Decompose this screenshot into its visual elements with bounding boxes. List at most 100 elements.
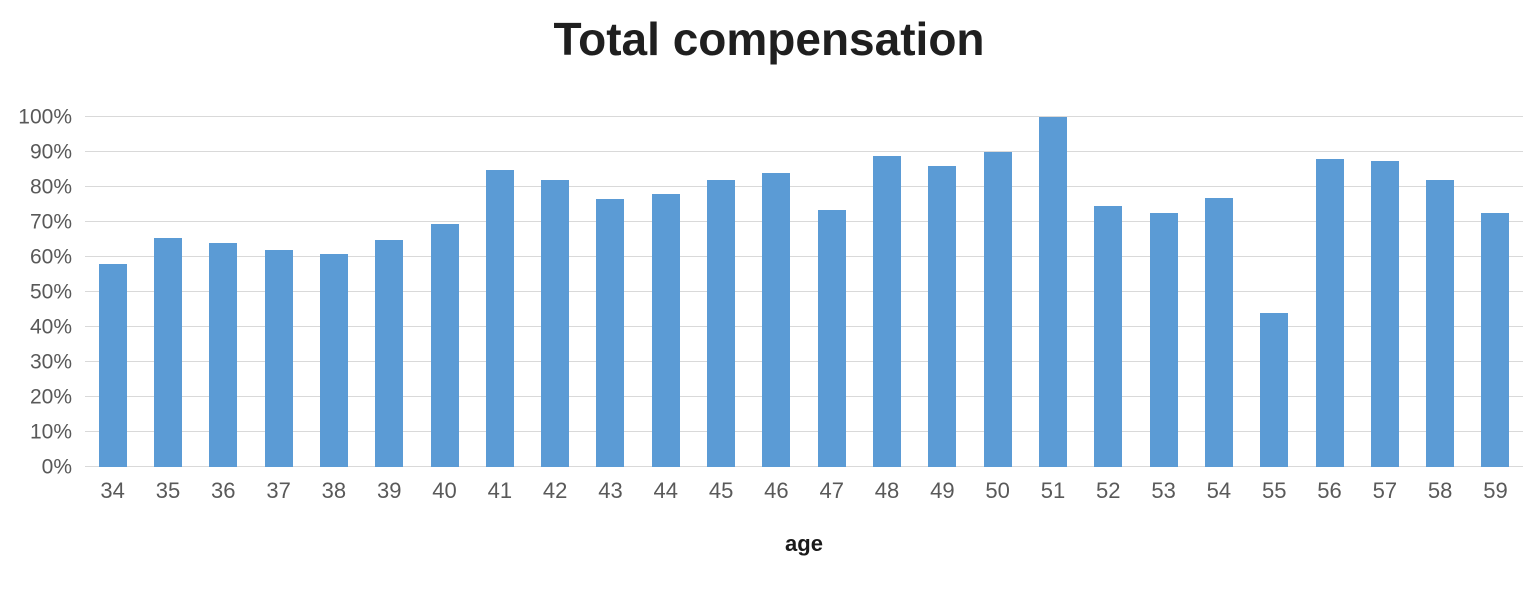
y-tick-label-0: 0% bbox=[41, 455, 72, 479]
x-axis: 34 35 36 37 38 39 40 41 42 43 44 45 46 47 48 49 50 51 52 53… bbox=[85, 478, 1523, 504]
gridlines bbox=[85, 116, 1523, 467]
bar-age-41 bbox=[485, 169, 514, 467]
bar-age-36 bbox=[209, 243, 238, 467]
x-tick-label-52: 52 bbox=[1096, 478, 1121, 503]
gridline-20 bbox=[85, 396, 1523, 397]
gridline-80 bbox=[85, 186, 1523, 187]
y-tick-label-70: 70% bbox=[29, 210, 72, 234]
gridline-40 bbox=[85, 326, 1523, 327]
bar-age-44 bbox=[651, 194, 680, 467]
bar-age-56 bbox=[1315, 159, 1344, 467]
gridline-10 bbox=[85, 431, 1523, 432]
y-axis: 0% 10% 20% 30% 40% 50% 60% 70% 80% 90% 100% bbox=[0, 107, 72, 478]
x-tick-label-41: 41 bbox=[487, 478, 513, 503]
bar-age-49 bbox=[928, 166, 957, 467]
bar-slot-38 bbox=[306, 117, 361, 467]
y-tick-label-100: 100% bbox=[18, 105, 72, 129]
bar-age-46 bbox=[762, 173, 791, 467]
x-tick-label-54: 54 bbox=[1206, 478, 1232, 503]
gridline-70 bbox=[85, 221, 1523, 222]
bar-slot-36 bbox=[196, 117, 251, 467]
bar-age-45 bbox=[707, 180, 736, 467]
x-tick-label-43: 43 bbox=[598, 478, 623, 503]
bar-age-43 bbox=[596, 199, 625, 467]
bar-slot-56 bbox=[1302, 117, 1357, 467]
bar-slot-52 bbox=[1081, 117, 1136, 467]
bar-slot-49 bbox=[915, 117, 970, 467]
x-tick-label-57: 57 bbox=[1372, 478, 1398, 503]
x-tick-label-40: 40 bbox=[432, 478, 457, 503]
x-tick-label-34: 34 bbox=[100, 478, 125, 503]
bar-age-53 bbox=[1149, 213, 1178, 467]
gridline-60 bbox=[85, 256, 1523, 257]
plot-area bbox=[85, 116, 1523, 467]
x-tick-label-38: 38 bbox=[321, 478, 347, 503]
bar-slot-47 bbox=[804, 117, 859, 467]
bar-age-55 bbox=[1260, 313, 1289, 467]
y-tick-label-40: 40% bbox=[29, 315, 72, 339]
bar-age-51 bbox=[1038, 117, 1067, 467]
bar-slot-39 bbox=[362, 117, 417, 467]
bar-slot-41 bbox=[472, 117, 527, 467]
bar-age-52 bbox=[1094, 206, 1123, 467]
x-tick-label-39: 39 bbox=[376, 478, 402, 503]
bar-slot-59 bbox=[1468, 117, 1523, 467]
bar-age-35 bbox=[153, 237, 182, 467]
x-tick-label-53: 53 bbox=[1151, 478, 1176, 503]
bar-slot-45 bbox=[693, 117, 748, 467]
bar-slot-58 bbox=[1413, 117, 1468, 467]
bar-age-42 bbox=[541, 180, 570, 467]
x-tick-label-58: 58 bbox=[1427, 478, 1453, 503]
bar-slot-51 bbox=[1025, 117, 1080, 467]
bar-slot-53 bbox=[1136, 117, 1191, 467]
bar-age-57 bbox=[1370, 160, 1399, 467]
x-tick-label-45: 45 bbox=[708, 478, 734, 503]
bar-age-34 bbox=[98, 264, 127, 467]
gridline-50 bbox=[85, 291, 1523, 292]
x-tick-label-56: 56 bbox=[1317, 478, 1342, 503]
bar-slot-44 bbox=[638, 117, 693, 467]
y-tick-label-60: 60% bbox=[29, 245, 72, 269]
bar-age-37 bbox=[264, 250, 293, 467]
bar-slot-55 bbox=[1247, 117, 1302, 467]
bar-slot-48 bbox=[859, 117, 914, 467]
bar-slot-46 bbox=[749, 117, 804, 467]
x-tick-label-59: 59 bbox=[1483, 478, 1508, 503]
bar-slot-40 bbox=[417, 117, 472, 467]
bar-age-59 bbox=[1481, 213, 1510, 467]
x-tick-label-55: 55 bbox=[1261, 478, 1287, 503]
bar-slot-37 bbox=[251, 117, 306, 467]
gridline-90 bbox=[85, 151, 1523, 152]
bar-slot-50 bbox=[970, 117, 1025, 467]
x-tick-label-35: 35 bbox=[155, 478, 181, 503]
x-tick-label-44: 44 bbox=[653, 478, 679, 503]
bar-age-58 bbox=[1426, 180, 1455, 467]
bar-age-40 bbox=[430, 223, 459, 467]
bar-slot-54 bbox=[1191, 117, 1246, 467]
y-tick-label-90: 90% bbox=[29, 140, 72, 164]
bar-slot-35 bbox=[140, 117, 195, 467]
bar-slot-42 bbox=[528, 117, 583, 467]
x-tick-label-51: 51 bbox=[1040, 478, 1066, 503]
x-tick-label-37: 37 bbox=[266, 478, 291, 503]
y-tick-label-20: 20% bbox=[29, 385, 72, 409]
gridline-30 bbox=[85, 361, 1523, 362]
bar-age-50 bbox=[983, 152, 1012, 467]
bar-age-48 bbox=[873, 155, 902, 467]
y-tick-label-80: 80% bbox=[29, 175, 72, 199]
gridline-0 bbox=[85, 466, 1523, 467]
x-tick-label-49: 49 bbox=[930, 478, 955, 503]
x-tick-label-46: 46 bbox=[764, 478, 789, 503]
bar-slot-57 bbox=[1357, 117, 1412, 467]
x-tick-label-47: 47 bbox=[819, 478, 844, 503]
bar-slot-43 bbox=[583, 117, 638, 467]
bar-age-47 bbox=[817, 209, 846, 467]
chart-title: Total compensation bbox=[553, 13, 985, 65]
bar-age-39 bbox=[375, 239, 404, 467]
bar-age-54 bbox=[1204, 197, 1233, 467]
bar-age-38 bbox=[319, 253, 348, 467]
x-tick-label-36: 36 bbox=[211, 478, 236, 503]
gridline-100 bbox=[85, 116, 1523, 117]
y-tick-label-10: 10% bbox=[29, 420, 72, 444]
